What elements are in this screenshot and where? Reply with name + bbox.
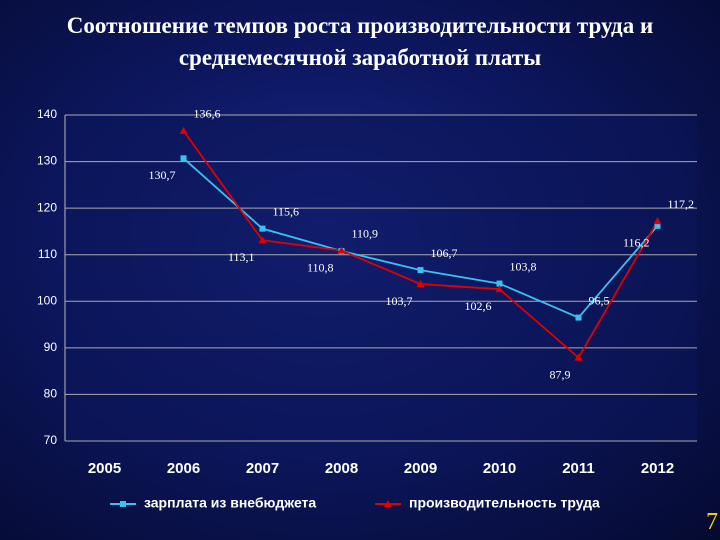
data-label: 96,5 (589, 293, 610, 307)
point (495, 285, 504, 293)
y-tick-label: 100 (37, 293, 57, 307)
point (258, 236, 267, 244)
point (496, 280, 503, 287)
x-tick-label: 2010 (483, 460, 516, 477)
point (259, 225, 266, 232)
y-tick-label: 80 (44, 387, 58, 401)
chart-title: Соотношение темпов роста производительно… (66, 13, 654, 70)
y-tick-label: 130 (37, 154, 57, 168)
slide-number: 7 (706, 509, 718, 535)
data-label: 113,1 (228, 250, 255, 264)
data-label: 103,8 (510, 259, 537, 273)
point (180, 155, 187, 162)
x-tick-label: 2006 (167, 460, 200, 477)
y-tick-label: 70 (44, 433, 58, 447)
data-label: 110,9 (352, 226, 379, 240)
data-label: 130,7 (149, 168, 176, 182)
legend-marker (120, 501, 126, 507)
y-tick-label: 120 (37, 200, 57, 214)
data-label: 87,9 (550, 367, 571, 381)
x-tick-label: 2012 (641, 460, 674, 477)
data-label: 110,8 (307, 261, 334, 275)
data-label: 106,7 (431, 246, 458, 260)
legend-marker (384, 500, 392, 507)
x-tick-label: 2007 (246, 460, 279, 477)
data-label: 115,6 (273, 204, 300, 218)
point (337, 246, 346, 254)
y-tick-label: 110 (38, 247, 57, 261)
data-label: 116,2 (623, 236, 650, 250)
x-tick-label: 2005 (88, 460, 121, 477)
point (575, 314, 582, 321)
point (653, 217, 662, 225)
plot-area (65, 115, 697, 441)
point (574, 353, 583, 361)
x-tick-label: 2009 (404, 460, 437, 477)
data-label: 117,2 (668, 197, 695, 211)
data-label: 102,6 (465, 299, 492, 313)
data-label: 136,6 (194, 107, 221, 121)
x-tick-label: 2011 (562, 460, 595, 477)
point (654, 222, 661, 229)
point (179, 126, 188, 134)
x-tick-label: 2008 (325, 460, 358, 477)
y-tick-label: 140 (37, 107, 57, 121)
legend-label: производительность труда (409, 495, 600, 511)
point (417, 267, 424, 274)
y-tick-label: 90 (44, 340, 58, 354)
data-label: 103,7 (386, 294, 413, 308)
legend-label: зарплата из внебюджета (144, 495, 316, 511)
point (416, 280, 425, 288)
